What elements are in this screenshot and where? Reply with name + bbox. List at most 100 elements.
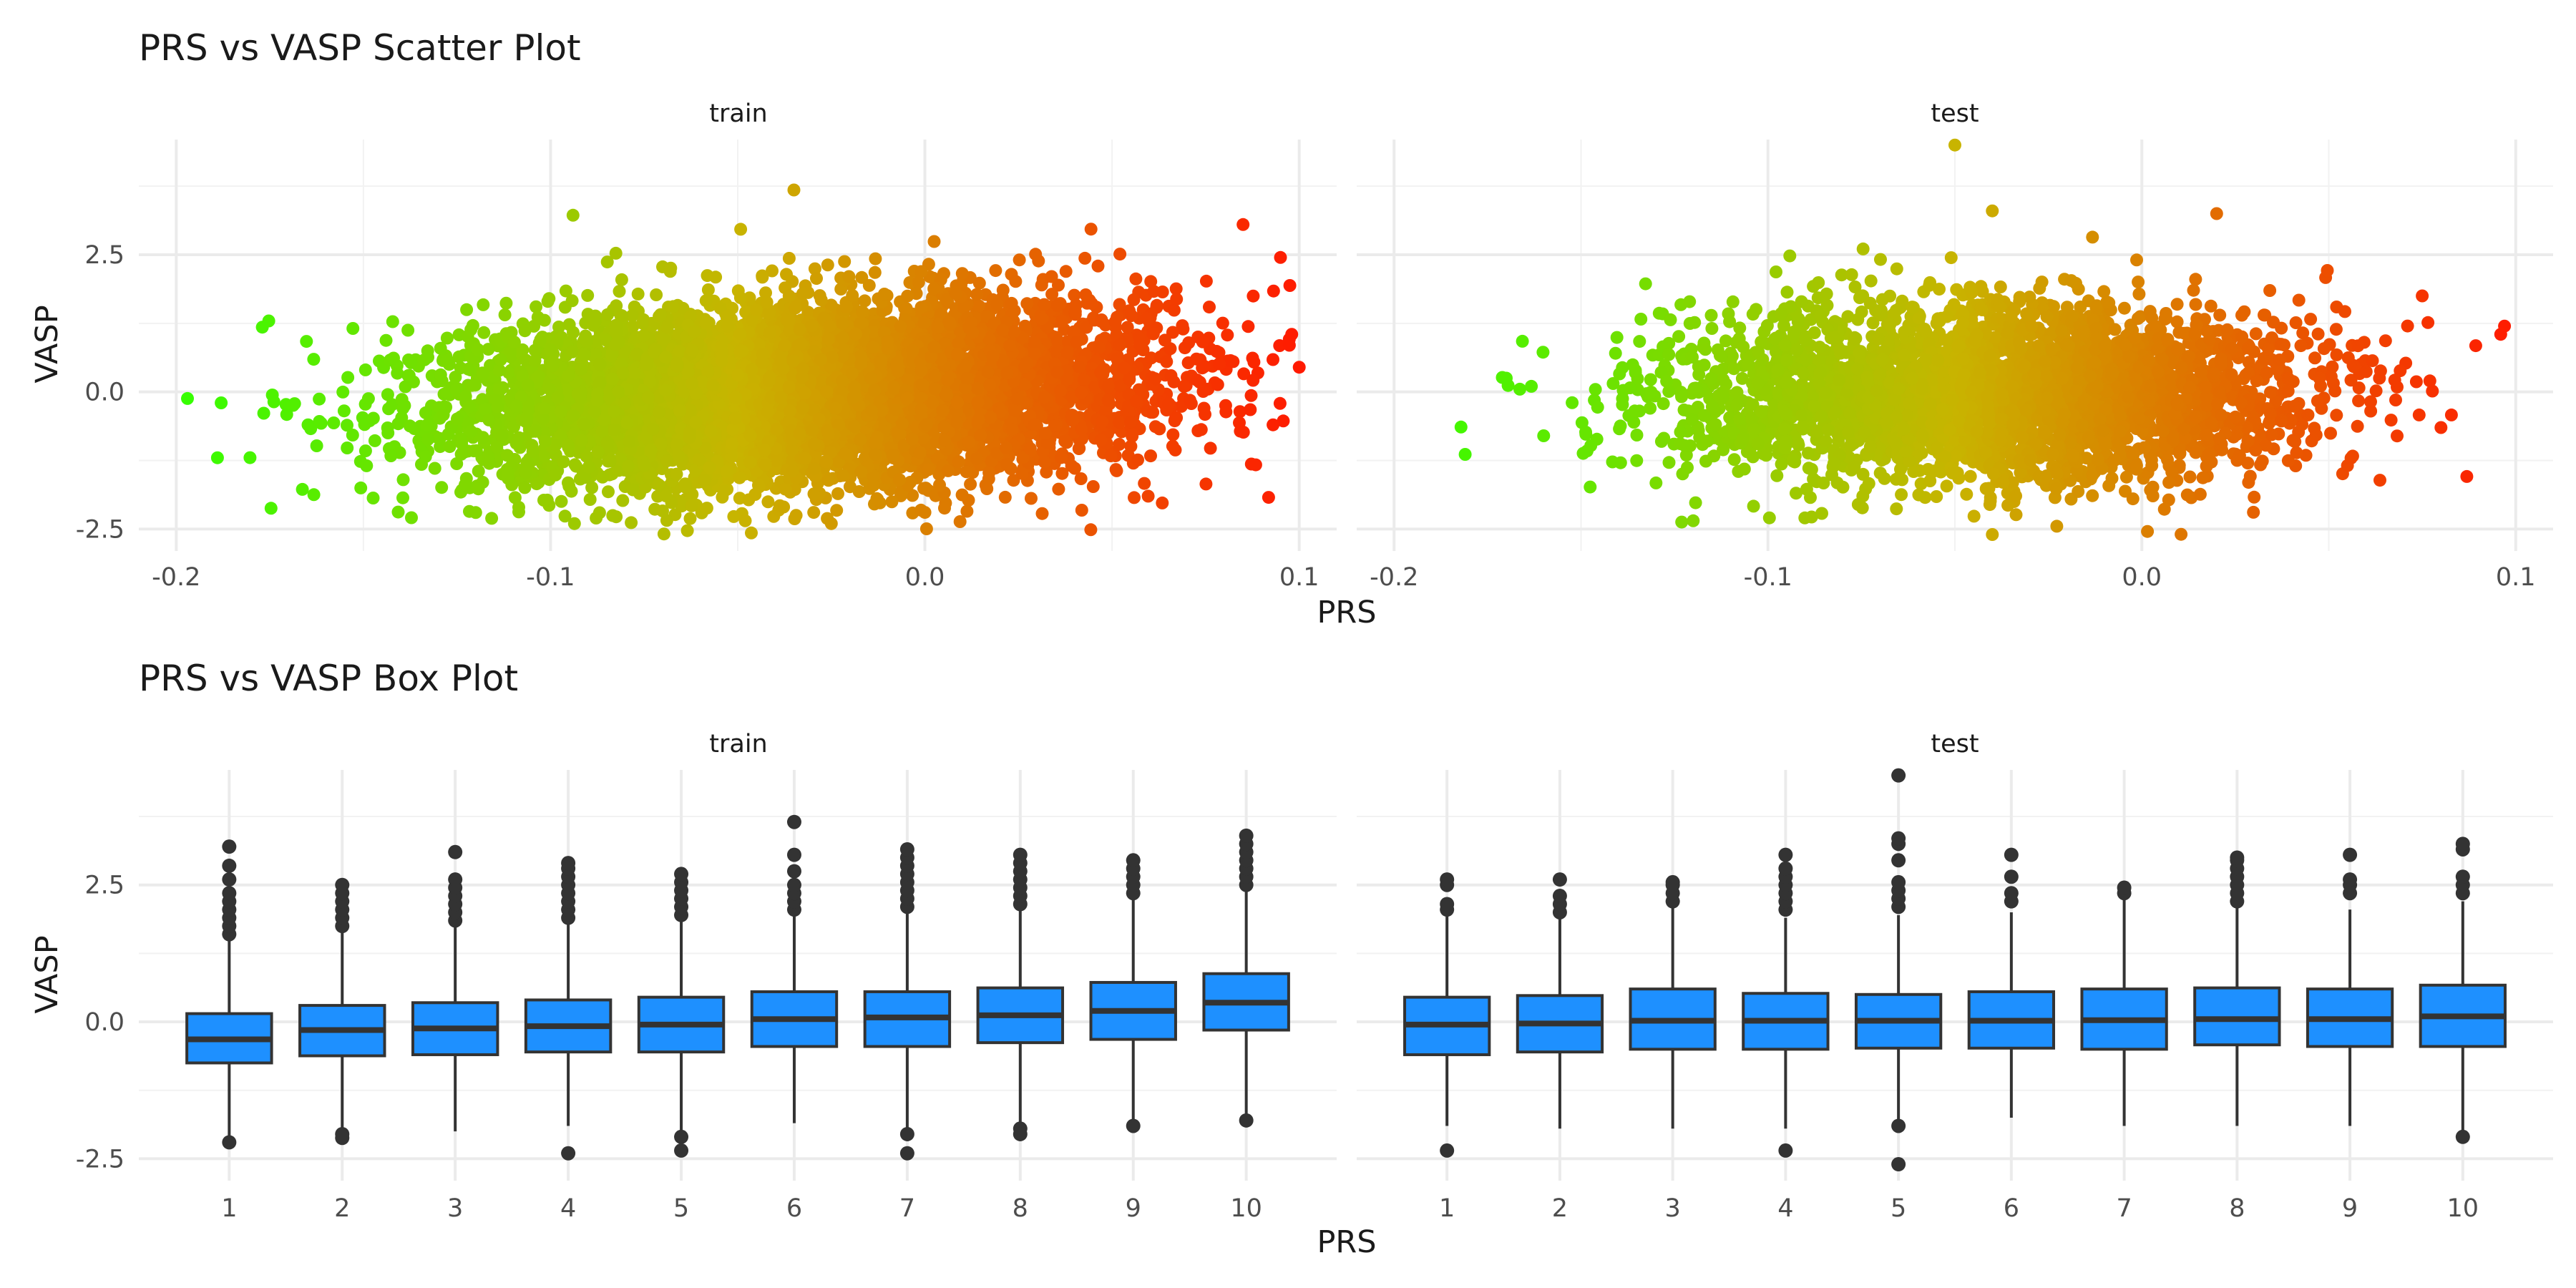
scatter-point [300,335,313,348]
scatter-point [807,506,821,519]
scatter-point [1212,346,1226,359]
scatter-point [341,371,355,384]
scatter-point [307,488,321,502]
scatter-point [960,504,974,518]
scatter-point [613,285,626,298]
scatter-point [1052,482,1065,496]
scatter-point [1193,375,1206,389]
scatter-point [998,490,1012,504]
scatter-point [1244,403,1257,416]
scatter-point [1127,293,1141,306]
scatter-point [919,522,933,535]
scatter-point [307,353,321,366]
scatter-point [498,308,512,321]
scatter-point [733,291,747,305]
scatter-point [699,294,713,308]
scatter-point [938,502,951,515]
scatter-point [1199,477,1213,491]
scatter-point [862,278,876,292]
scatter-point [592,506,606,519]
scatter-point [518,481,532,494]
scatter-point [512,500,525,514]
scatter-strip-test: test [1931,99,1979,128]
scatter-point [927,235,941,248]
scatter-point [358,363,372,376]
scatter-panel-train: -0.2 -0.1 0.0 0.1 [139,140,1337,592]
scatter-point [1113,248,1127,261]
scatter-point [868,265,882,279]
scatter-point [1273,396,1287,410]
scatter-point [310,439,323,452]
scatter-point [813,289,826,303]
scatter-point [1121,321,1134,334]
scatter-point [341,441,354,454]
scatter-point [852,485,866,498]
scatter-point [972,276,986,290]
scatter-point [1032,254,1045,268]
scatter-point [288,397,301,411]
scatter-point [955,488,969,502]
scatter-point [631,287,645,301]
scatter-point [381,388,394,401]
scatter-point [555,494,568,508]
scatter-point [1156,496,1169,509]
scatter-point [871,492,884,506]
scatter-point [1055,314,1069,328]
scatter-point [354,481,368,494]
scatter-point [912,275,925,289]
scatter-point [1084,223,1098,236]
scatter-point [1091,259,1105,273]
scatter-point [1141,489,1155,503]
scatter-point [955,267,969,280]
scatter-point [1148,420,1162,434]
scatter-point [384,449,398,462]
scatter-point [1236,426,1250,439]
scatter-point [616,494,630,507]
scatter-point [549,468,562,482]
scatter-point [650,288,663,301]
scatter-point [469,379,482,392]
scatter-point [1216,316,1229,330]
scatter-point [366,492,380,504]
scatter-point [1045,288,1059,301]
scatter-point [1128,491,1141,504]
scatter-point [396,491,409,504]
scatter-point [602,485,615,499]
scatter-point [296,482,309,496]
scatter-point [1244,389,1258,402]
scatter-point [441,427,455,441]
scatter-point [1035,507,1049,520]
scatter-point [443,440,457,454]
scatter-point [745,526,758,540]
scatter-point [831,487,844,500]
scatter-point [996,283,1010,297]
scatter-point [537,494,550,507]
scatter-point [267,395,280,409]
scatter-title: PRS vs VASP Scatter Plot [139,27,581,69]
scatter-point [508,491,522,504]
scatter-point [420,419,434,432]
scatter-point [313,392,326,406]
scatter-point [821,258,834,272]
scatter-point [709,270,723,284]
scatter-point [391,505,405,519]
scatter-point [700,502,713,515]
scatter-point [830,504,844,517]
scatter-point [842,270,856,283]
scatter-point [396,473,410,487]
scatter-point [782,252,796,265]
scatter-point [464,323,478,336]
scatter-point [1075,504,1088,517]
scatter-point [1025,492,1038,505]
scatter-point [615,273,628,286]
scatter-point [1059,265,1073,278]
scatter-point [583,493,597,506]
scatter-point [989,264,1002,278]
scatter-point [379,333,393,347]
scatter-point [243,451,257,464]
scatter-point [858,294,872,308]
scatter-point [405,511,418,525]
scatter-point [360,459,374,472]
